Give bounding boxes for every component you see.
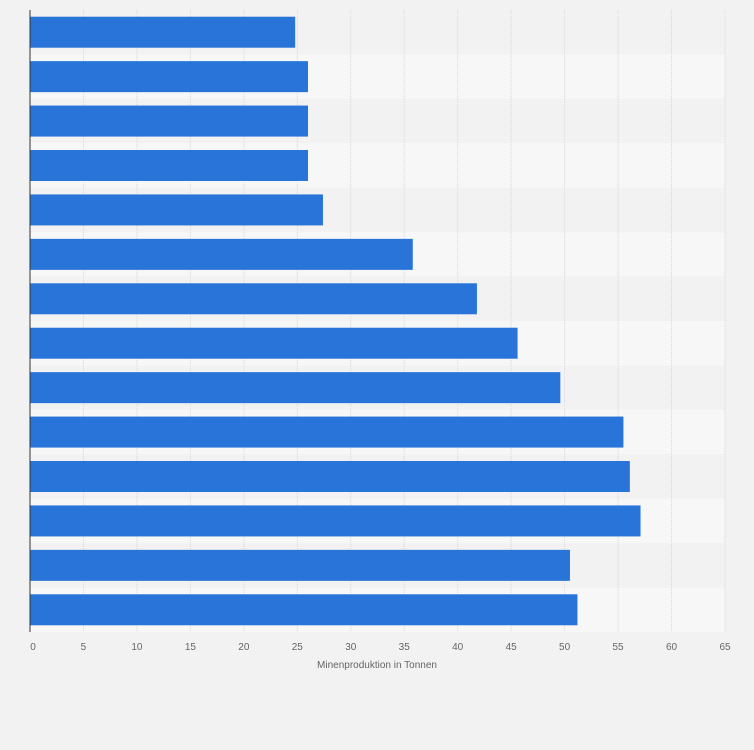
- bar[interactable]: [30, 549, 570, 581]
- bar[interactable]: [30, 194, 323, 226]
- bar[interactable]: [30, 461, 630, 492]
- bar[interactable]: [30, 327, 518, 359]
- bar[interactable]: [30, 16, 296, 48]
- x-tick-label: 15: [185, 642, 197, 653]
- bar[interactable]: [30, 505, 641, 537]
- x-tick-label: 55: [613, 642, 625, 653]
- bar[interactable]: [30, 372, 561, 404]
- x-tick-label: 20: [238, 642, 250, 653]
- bar[interactable]: [30, 61, 308, 93]
- x-tick-label: 25: [292, 642, 304, 653]
- x-tick-label: 40: [452, 642, 464, 653]
- bar[interactable]: [30, 238, 413, 270]
- x-tick-label: 0: [30, 642, 36, 653]
- x-tick-label: 35: [399, 642, 411, 653]
- x-axis-label: Minenproduktion in Tonnen: [317, 660, 437, 671]
- x-tick-label: 50: [559, 642, 571, 653]
- x-tick-label: 60: [666, 642, 678, 653]
- x-tick-label: 45: [506, 642, 518, 653]
- x-tick-label: 65: [719, 642, 731, 653]
- bar[interactable]: [30, 416, 624, 448]
- x-tick-label: 10: [131, 642, 143, 653]
- x-tick-label: 30: [345, 642, 357, 653]
- x-tick-label: 5: [81, 642, 87, 653]
- bar[interactable]: [30, 283, 477, 315]
- bar[interactable]: [30, 594, 578, 626]
- bar[interactable]: [30, 150, 308, 181]
- bar[interactable]: [30, 105, 308, 137]
